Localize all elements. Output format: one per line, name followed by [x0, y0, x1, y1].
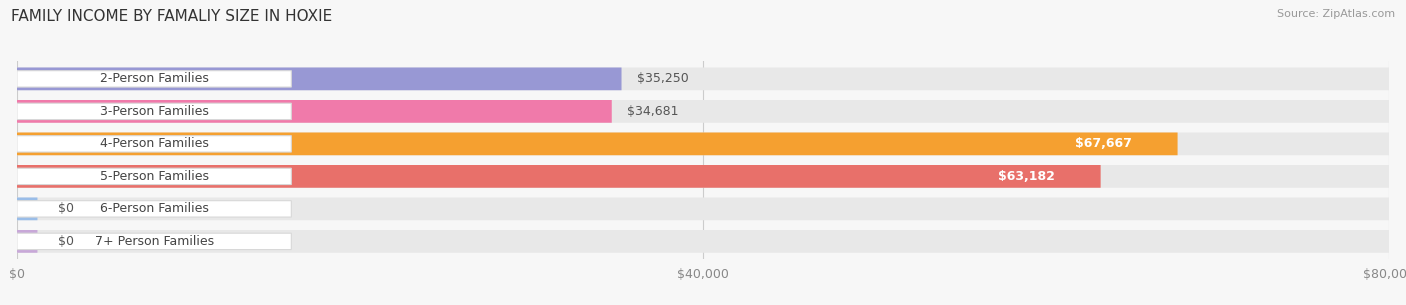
Text: $34,681: $34,681 [627, 105, 679, 118]
FancyBboxPatch shape [17, 201, 291, 217]
Text: 2-Person Families: 2-Person Families [100, 72, 208, 85]
Text: 4-Person Families: 4-Person Families [100, 137, 208, 150]
FancyBboxPatch shape [17, 165, 1101, 188]
FancyBboxPatch shape [17, 71, 291, 87]
FancyBboxPatch shape [17, 230, 38, 253]
FancyBboxPatch shape [17, 100, 612, 123]
FancyBboxPatch shape [17, 132, 1178, 155]
Text: 3-Person Families: 3-Person Families [100, 105, 208, 118]
Text: FAMILY INCOME BY FAMALIY SIZE IN HOXIE: FAMILY INCOME BY FAMALIY SIZE IN HOXIE [11, 9, 332, 24]
Text: $0: $0 [58, 235, 75, 248]
Text: $67,667: $67,667 [1076, 137, 1132, 150]
Text: 5-Person Families: 5-Person Families [100, 170, 208, 183]
FancyBboxPatch shape [17, 67, 621, 90]
FancyBboxPatch shape [17, 168, 291, 185]
Text: 6-Person Families: 6-Person Families [100, 203, 208, 215]
FancyBboxPatch shape [960, 170, 1094, 183]
Text: $0: $0 [58, 203, 75, 215]
Text: $63,182: $63,182 [998, 170, 1056, 183]
FancyBboxPatch shape [17, 100, 1389, 123]
FancyBboxPatch shape [17, 233, 291, 249]
Text: Source: ZipAtlas.com: Source: ZipAtlas.com [1277, 9, 1395, 19]
FancyBboxPatch shape [17, 136, 291, 152]
FancyBboxPatch shape [17, 67, 1389, 90]
FancyBboxPatch shape [17, 230, 1389, 253]
FancyBboxPatch shape [17, 198, 1389, 220]
FancyBboxPatch shape [1036, 138, 1171, 150]
FancyBboxPatch shape [17, 198, 38, 220]
FancyBboxPatch shape [17, 132, 1389, 155]
Text: 7+ Person Families: 7+ Person Families [94, 235, 214, 248]
FancyBboxPatch shape [17, 165, 1389, 188]
FancyBboxPatch shape [17, 103, 291, 120]
Text: $35,250: $35,250 [637, 72, 689, 85]
